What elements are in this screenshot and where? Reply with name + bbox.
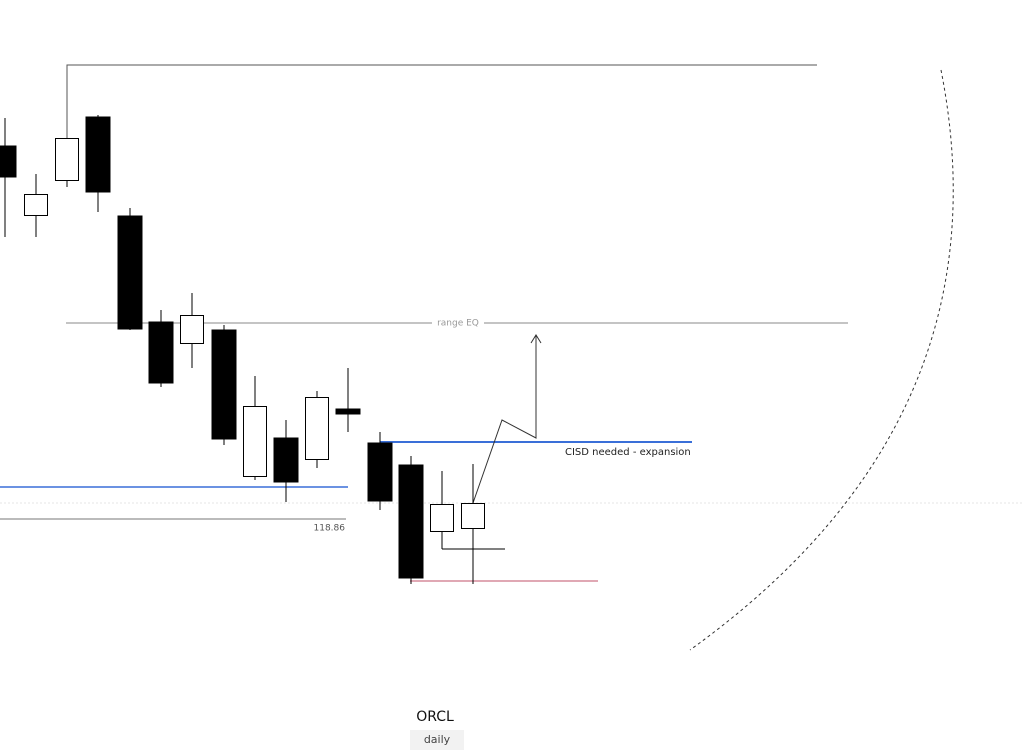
- symbol-label: ORCL: [416, 709, 454, 725]
- projection-arrow: [530, 334, 542, 344]
- projection-path: [472, 336, 537, 504]
- timeframe-label: daily: [424, 733, 451, 746]
- range-eq-label: range EQ: [437, 319, 479, 329]
- range-high-line: [66, 64, 817, 138]
- cisd-label: CISD needed - expansion: [565, 447, 691, 458]
- arc: [689, 69, 954, 651]
- timeframe-badge: [410, 730, 464, 750]
- price-level-label: 118.86: [314, 524, 346, 534]
- candles: [0, 115, 485, 584]
